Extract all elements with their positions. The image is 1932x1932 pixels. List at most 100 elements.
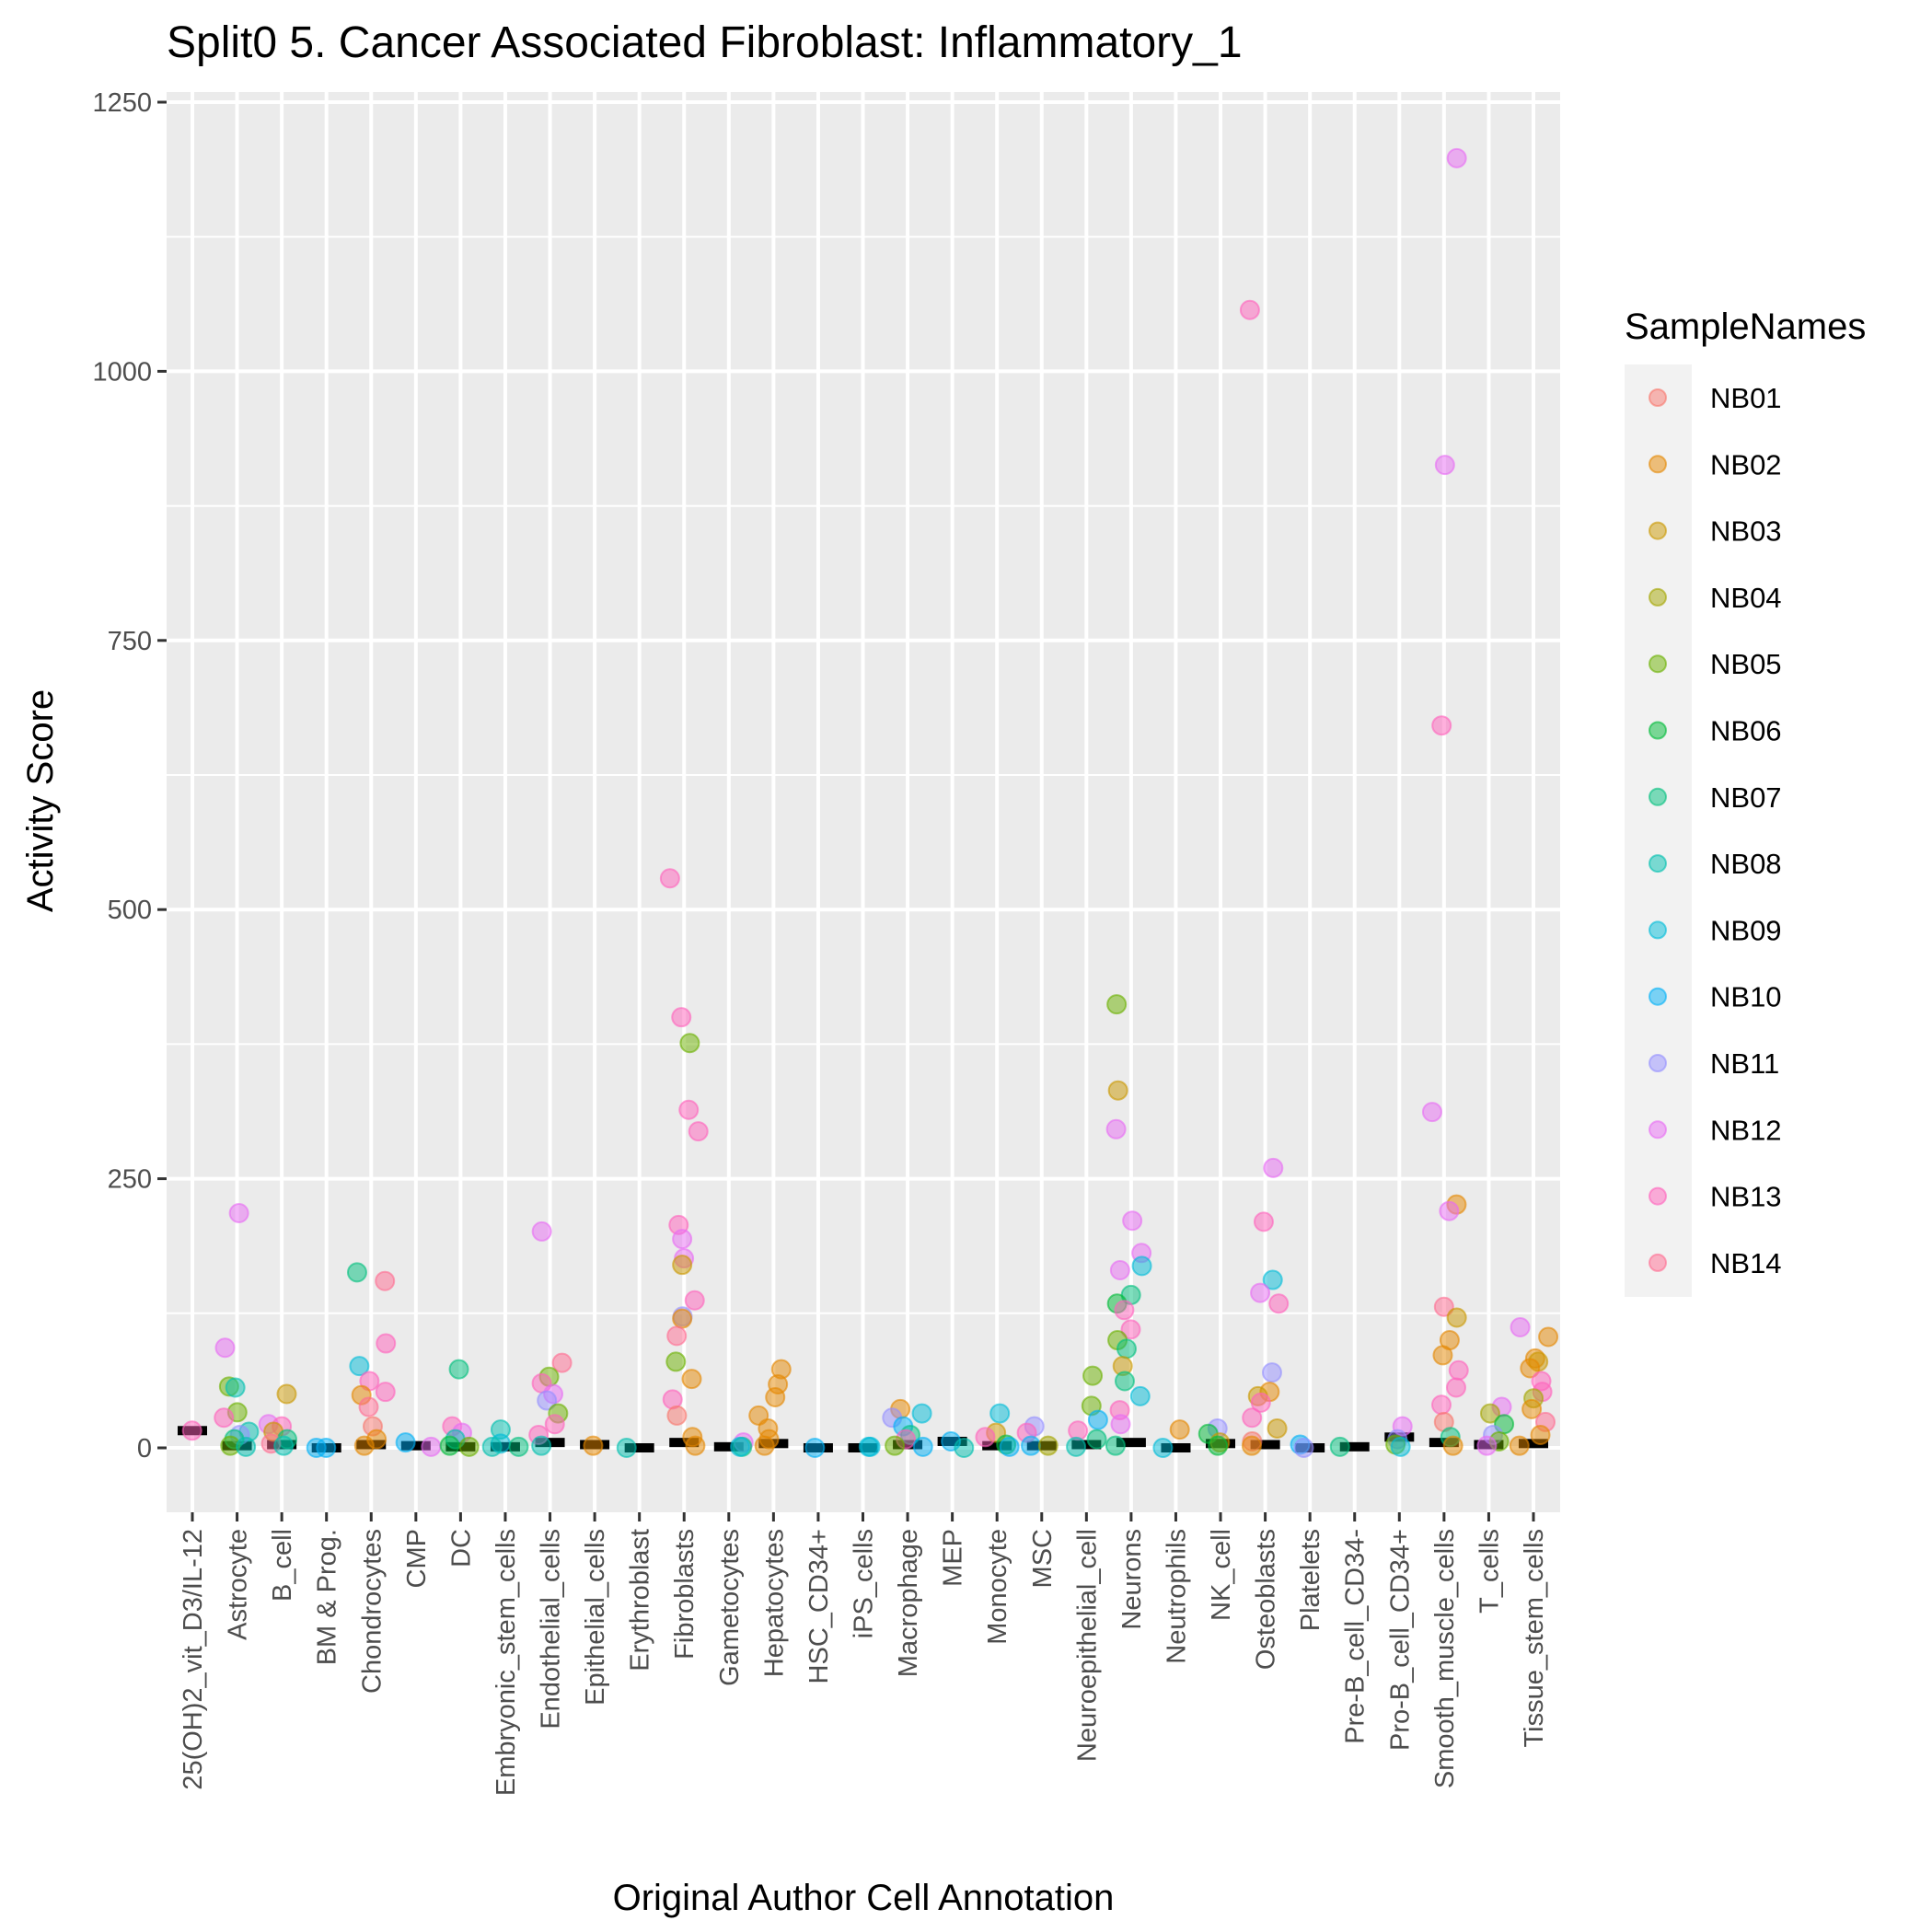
- x-tick-label: DC: [446, 1529, 476, 1568]
- x-tick-label: Monocyte: [983, 1529, 1012, 1645]
- x-tick-label: CMP: [402, 1529, 432, 1588]
- legend-key-dot: [1649, 721, 1667, 740]
- data-point: [1066, 1436, 1087, 1457]
- data-point: [544, 1414, 565, 1435]
- data-point: [448, 1359, 469, 1380]
- data-point: [1120, 1319, 1141, 1340]
- x-tick-label: MEP: [939, 1529, 968, 1587]
- x-tick-label: Smooth_muscle_cells: [1430, 1529, 1460, 1788]
- data-point: [306, 1438, 327, 1458]
- data-point: [681, 1369, 702, 1390]
- data-point: [1538, 1326, 1559, 1348]
- data-point: [954, 1438, 975, 1458]
- data-point: [537, 1390, 558, 1411]
- data-point: [678, 1099, 700, 1120]
- x-tick-label: Osteoblasts: [1252, 1529, 1281, 1670]
- data-point: [214, 1337, 236, 1359]
- x-tick-label: Pre-B_cell_CD34-: [1341, 1529, 1371, 1744]
- data-point: [975, 1427, 996, 1448]
- data-point: [1087, 1409, 1108, 1430]
- y-tick-label: 500: [108, 896, 152, 925]
- data-point: [666, 1325, 688, 1347]
- data-point: [730, 1436, 751, 1457]
- data-point: [999, 1436, 1020, 1457]
- x-tick-label: Tissue_stem_cells: [1520, 1529, 1549, 1747]
- x-tick-label: Endothelial_cells: [537, 1529, 566, 1730]
- legend-label: NB09: [1710, 914, 1782, 946]
- data-point: [1109, 1260, 1130, 1281]
- data-point: [688, 1121, 709, 1142]
- data-point: [395, 1432, 416, 1453]
- legend-label: NB08: [1710, 848, 1782, 880]
- legend-key-background: [1625, 364, 1692, 1297]
- x-tick-label: Fibroblasts: [670, 1529, 700, 1660]
- legend-label: NB01: [1710, 382, 1782, 414]
- data-point: [1431, 715, 1452, 736]
- x-tick-label: HSC_CD34+: [804, 1529, 834, 1683]
- data-point: [671, 1007, 692, 1028]
- data-point: [672, 1308, 693, 1329]
- y-tick-label: 750: [108, 627, 152, 656]
- x-tick-label: Pro-B_cell_CD34+: [1385, 1529, 1415, 1751]
- x-tick-label: Macrophage: [894, 1529, 923, 1677]
- data-point: [1390, 1436, 1411, 1457]
- data-point: [672, 1229, 693, 1250]
- data-point: [531, 1221, 552, 1242]
- data-point: [1114, 1300, 1135, 1321]
- data-point: [1037, 1435, 1059, 1456]
- data-point: [346, 1262, 367, 1283]
- data-point: [353, 1435, 375, 1456]
- y-tick-label: 1000: [92, 357, 152, 387]
- data-point: [1114, 1371, 1135, 1392]
- y-tick-label: 0: [137, 1434, 152, 1463]
- data-point: [236, 1436, 257, 1457]
- y-tick-label: 250: [108, 1165, 152, 1195]
- legend-label: NB05: [1710, 648, 1782, 680]
- data-point: [754, 1435, 775, 1456]
- data-point: [1263, 1157, 1284, 1178]
- data-point: [225, 1377, 246, 1398]
- data-point: [228, 1203, 249, 1224]
- x-tick-label: NK_cell: [1207, 1529, 1236, 1621]
- data-point: [1479, 1403, 1500, 1424]
- data-point: [531, 1435, 552, 1456]
- data-point: [1242, 1407, 1263, 1429]
- legend-label: NB06: [1710, 715, 1782, 747]
- legend-label: NB14: [1710, 1247, 1782, 1279]
- legend-title: SampleNames: [1625, 307, 1866, 347]
- data-point: [1510, 1317, 1531, 1338]
- x-tick-label: Astrocyte: [224, 1529, 253, 1640]
- legend-key-dot: [1649, 388, 1667, 407]
- data-point: [508, 1436, 529, 1457]
- data-point: [1530, 1424, 1551, 1445]
- legend-key-dot: [1649, 654, 1667, 674]
- x-axis: 25(OH)2_vit_D3/IL-12 Astrocyte B_cell BM & …: [179, 1512, 1549, 1796]
- legend-key-dot: [1649, 455, 1667, 474]
- legend-label: NB07: [1710, 781, 1782, 814]
- data-point: [1086, 1429, 1107, 1450]
- x-tick-label: MSC: [1028, 1529, 1058, 1588]
- x-tick-label: Epithelial_cells: [581, 1529, 610, 1706]
- x-tick-label: BM & Prog.: [313, 1529, 342, 1665]
- legend-key-dot: [1649, 854, 1667, 873]
- data-point: [616, 1438, 637, 1458]
- data-point: [665, 1351, 687, 1372]
- legend-label: NB13: [1710, 1181, 1782, 1213]
- data-point: [214, 1407, 235, 1429]
- median-marker: [1116, 1438, 1146, 1448]
- y-tick-label: 1250: [92, 88, 152, 118]
- x-tick-label: Neuroepithelial_cell: [1072, 1529, 1102, 1762]
- data-point: [1082, 1365, 1104, 1386]
- data-point: [1448, 1359, 1469, 1381]
- median-marker: [1161, 1443, 1191, 1452]
- data-point: [375, 1270, 396, 1291]
- data-point: [376, 1333, 397, 1354]
- data-point: [1267, 1417, 1288, 1439]
- data-point: [765, 1387, 786, 1408]
- data-point: [181, 1420, 202, 1441]
- data-point: [659, 868, 680, 889]
- legend-label: NB12: [1710, 1114, 1782, 1146]
- data-point: [1439, 1200, 1460, 1221]
- median-marker: [1250, 1440, 1280, 1450]
